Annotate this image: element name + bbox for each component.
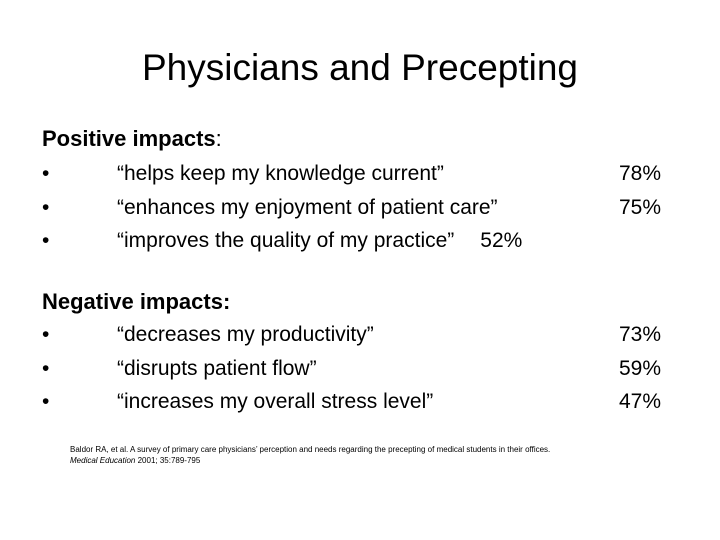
positive-item-line: “improves the quality of my practice” 52%	[117, 225, 522, 257]
positive-item-text: “helps keep my knowledge current”	[117, 162, 444, 185]
citation-journal: Medical Education	[70, 456, 136, 465]
citation-details: 2001; 35:789-795	[135, 456, 201, 465]
bullet-icon: •	[42, 229, 50, 252]
negative-item-percent: 73%	[619, 323, 662, 346]
positive-item-2: • “enhances my enjoyment of patient care…	[42, 192, 682, 224]
citation: Baldor RA, et al. A survey of primary ca…	[70, 444, 710, 466]
citation-line-1: Baldor RA, et al. A survey of primary ca…	[70, 445, 551, 454]
negative-item-percent: 47%	[619, 390, 662, 413]
positive-item-3: • “improves the quality of my practice” 5…	[42, 225, 682, 257]
slide-title: Physicians and Precepting	[141, 47, 579, 88]
negative-item-text: “increases my overall stress level”	[117, 390, 434, 413]
negative-item-text: “decreases my productivity”	[117, 323, 374, 346]
negative-impacts-heading: Negative impacts:	[42, 289, 231, 314]
negative-item-3: • “increases my overall stress level” 47…	[42, 386, 682, 418]
bullet-icon: •	[42, 390, 50, 413]
bullet-icon: •	[42, 196, 50, 219]
positive-item-1: • “helps keep my knowledge current” 78%	[42, 158, 682, 190]
positive-item-percent: 78%	[619, 162, 662, 185]
bullet-icon: •	[42, 162, 50, 185]
positive-item-text: “improves the quality of my practice”	[117, 229, 455, 252]
positive-heading-label: Positive impacts	[42, 126, 216, 151]
negative-item-2: • “disrupts patient flow” 59%	[42, 353, 682, 385]
negative-item-1: • “decreases my productivity” 73%	[42, 319, 682, 351]
positive-impacts-heading: Positive impacts:	[42, 125, 222, 153]
citation-line-2: Medical Education 2001; 35:789-795	[70, 455, 710, 466]
positive-item-percent: 52%	[480, 229, 523, 252]
bullet-icon: •	[42, 323, 50, 346]
bullet-icon: •	[42, 357, 50, 380]
positive-item-text: “enhances my enjoyment of patient care”	[117, 196, 498, 219]
positive-heading-colon: :	[215, 126, 222, 151]
negative-item-percent: 59%	[619, 357, 662, 380]
positive-item-percent: 75%	[619, 196, 662, 219]
negative-item-text: “disrupts patient flow”	[117, 357, 317, 380]
